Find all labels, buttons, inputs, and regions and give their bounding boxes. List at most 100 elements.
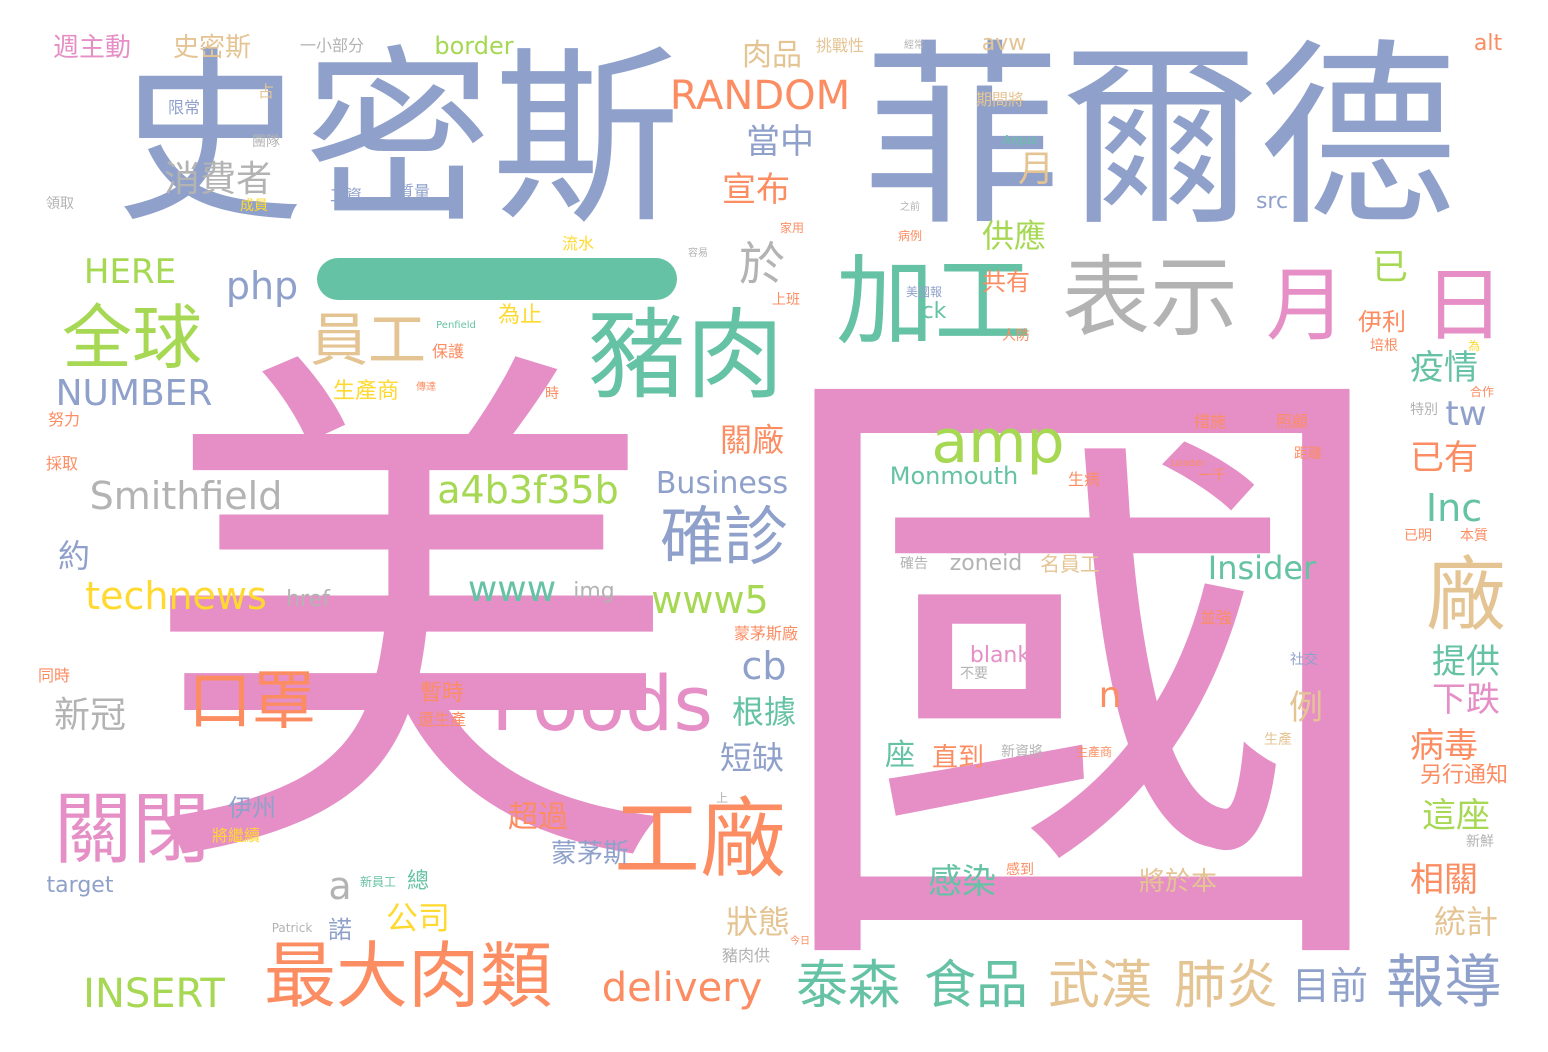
word-chaoguo: 超過 (508, 800, 568, 835)
word-shengbing: 生病 (1067, 470, 1101, 489)
word-taisen: 泰森 (795, 956, 901, 1016)
word-mengmaosichang: 蒙茅斯廠 (733, 624, 799, 643)
word-zhezuo: 這座 (1422, 796, 1490, 836)
word-random: RANDOM (669, 73, 851, 119)
word-genju: 根據 (731, 693, 797, 731)
word-feierde: 菲爾德 (863, 22, 1457, 253)
word-shengchan2: 生產商 (1075, 745, 1113, 759)
word-technews: technews (85, 574, 267, 618)
word-yu: 於 (739, 237, 785, 291)
word-lingxing: 另行通知 (1419, 763, 1509, 788)
word-nuli: 努力 (47, 410, 81, 429)
word-foods: Foods (491, 659, 713, 748)
word-shi: 時 (545, 386, 559, 402)
word-feiyan: 肺炎 (1173, 956, 1279, 1016)
word-mei: 美 (140, 312, 680, 940)
word-zhidao: 直到 (931, 743, 985, 773)
word-yi: 已 (1371, 247, 1409, 288)
word-shimisi-small: 史密斯 (172, 33, 252, 63)
word-xinyuangong: 新員工 (359, 875, 397, 889)
word-wei: 為 (1467, 339, 1481, 353)
word-yiming: 已明 (1404, 528, 1432, 544)
word-number: NUMBER (55, 373, 213, 414)
word-juli: 距離 (1294, 446, 1322, 462)
word-blank: blank (969, 643, 1031, 668)
word-xinxian: 新鮮 (1466, 834, 1494, 850)
word-wuhan: 武漢 (1047, 956, 1153, 1016)
word-shuliang: 質量 (397, 182, 431, 201)
word-zhouzhudong: 週主動 (52, 33, 132, 63)
word-zoneid: zoneid (949, 551, 1023, 576)
word-yiyou: 已有 (1410, 438, 1478, 478)
word-yixiaobufen: 一小部分 (299, 36, 365, 55)
word-zong: 總 (406, 869, 430, 894)
word-jiagong: 加工 (835, 245, 1033, 359)
word-jinggao: 確告 (900, 556, 928, 572)
word-li: 例 (1289, 688, 1323, 728)
word-xuanbu: 宣布 (722, 170, 790, 210)
word-bushou: 不要 (960, 666, 988, 682)
word-xiaxian: 限常 (167, 98, 201, 117)
word-shejiao: 社交 (1290, 652, 1318, 668)
word-shipin: 食品 (923, 956, 1029, 1016)
word-weizhi: 為止 (497, 303, 543, 328)
word-quezhen: 確診 (660, 501, 788, 575)
word-mingyuangong: 名員工 (1040, 552, 1100, 576)
word-yiqian: 一千 (1198, 468, 1226, 484)
word-nuo: 諾 (328, 916, 352, 944)
word-hezuo: 合作 (1469, 385, 1495, 399)
word-cuoshi: 措施 (1193, 412, 1227, 431)
word-shengchanshang: 生產商 (332, 379, 400, 404)
word-n: n (1098, 675, 1122, 716)
word-biaoshi: 表示 (1061, 246, 1239, 349)
word-shengchan: 生產 (1264, 732, 1292, 748)
word-bingzhe: 並強 (1199, 608, 1233, 627)
word-zhurougong: 豬肉供 (721, 946, 771, 965)
word-lingqu: 領取 (46, 196, 74, 212)
word-gongzi: 工資 (329, 186, 363, 205)
word-mumeng: 蒙茅斯 (550, 839, 630, 869)
word-tongji: 統計 (1433, 903, 1499, 941)
word-zhaogu: 照顧 (1275, 412, 1309, 431)
word-src: src (1255, 189, 1289, 214)
word-gongsi: 公司 (385, 899, 451, 937)
word-peigen: 培根 (1370, 338, 1398, 354)
word-ri: 日 (1424, 259, 1504, 352)
word-ganyuan: 感到 (1006, 862, 1034, 878)
word-alt: alt (1473, 31, 1503, 56)
word-zuidaroulei: 最大肉類 (263, 934, 553, 1018)
word-guanbi: 關閉 (53, 785, 211, 875)
word-gongchang: 工廠 (614, 790, 786, 890)
word-cb: cb (741, 644, 787, 688)
word-bingdu: 病毒 (1410, 726, 1478, 766)
word-guanchang: 關廠 (719, 421, 785, 459)
word-zhan: 占 (257, 82, 275, 101)
word-jinri: 今日 (790, 936, 810, 947)
word-shimisi: 史密斯 (116, 30, 680, 249)
word-href: href (286, 587, 330, 612)
word-ck: ck (921, 299, 947, 324)
word-business: Business (655, 466, 789, 501)
word-here: HERE (83, 252, 177, 292)
word-www5: www5 (651, 578, 769, 622)
word-yizhou: 伊州 (228, 794, 276, 822)
word-leader: Leader (1170, 458, 1206, 469)
word-a: a (328, 864, 352, 908)
highlight-bar (317, 258, 677, 300)
word-tongshi: 同時 (37, 666, 71, 685)
word-monmouth: Monmouth (889, 462, 1019, 490)
word-baodao: 報導 (1385, 948, 1503, 1016)
word-inc: Inc (1425, 486, 1483, 530)
word-zhiqian: 之前 (900, 202, 920, 213)
word-chengyuan: 成員 (240, 198, 268, 214)
word-gongying: 供應 (981, 217, 1047, 255)
word-yili: 伊利 (1358, 308, 1406, 336)
word-chuanda: 傳達 (416, 382, 436, 393)
word-tw: tw (1445, 394, 1487, 434)
word-www: www (467, 569, 557, 610)
word-amp: amp (931, 407, 1065, 477)
word-insert: INSERT (83, 971, 225, 1017)
word-xiangguan: 相關 (1410, 860, 1478, 900)
word-rongyi: 容易 (688, 248, 708, 259)
